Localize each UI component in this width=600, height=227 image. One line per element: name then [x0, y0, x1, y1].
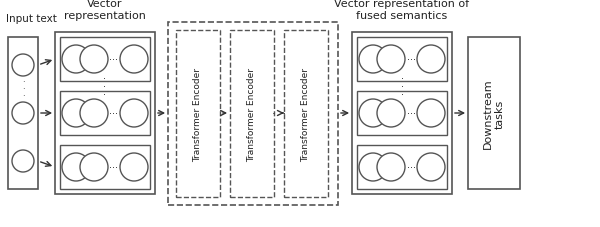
Circle shape	[120, 153, 148, 181]
Text: Transformer Encoder: Transformer Encoder	[248, 67, 257, 161]
Bar	[176, 31, 220, 197]
Text: Transformer Encoder: Transformer Encoder	[302, 67, 311, 161]
Text: ·
·
·: · · ·	[22, 78, 25, 101]
Text: ···: ···	[407, 55, 415, 65]
Circle shape	[359, 46, 387, 74]
Text: Transformer Encoder: Transformer Encoder	[193, 67, 203, 161]
Text: ·  ·: · ·	[272, 109, 286, 118]
Text: ·
·
·: · · ·	[401, 73, 404, 100]
Circle shape	[120, 46, 148, 74]
Bar	[60, 92, 150, 135]
Circle shape	[12, 150, 34, 172]
Circle shape	[62, 153, 90, 181]
Bar	[168, 23, 338, 205]
Text: Input text: Input text	[6, 14, 57, 24]
Circle shape	[62, 100, 90, 127]
Circle shape	[359, 100, 387, 127]
Text: Vector representation of
fused semantics: Vector representation of fused semantics	[334, 0, 470, 21]
Circle shape	[417, 100, 445, 127]
Bar	[357, 92, 447, 135]
Bar	[357, 38, 447, 82]
Circle shape	[417, 46, 445, 74]
Bar	[230, 31, 274, 197]
Text: Downstream
tasks: Downstream tasks	[483, 78, 505, 149]
Circle shape	[62, 46, 90, 74]
Circle shape	[377, 153, 405, 181]
Circle shape	[417, 153, 445, 181]
Circle shape	[80, 46, 108, 74]
Text: Vector
representation: Vector representation	[64, 0, 146, 21]
Circle shape	[120, 100, 148, 127]
Text: ···: ···	[110, 55, 119, 65]
Bar	[352, 33, 452, 194]
Circle shape	[80, 153, 108, 181]
Circle shape	[12, 103, 34, 124]
Circle shape	[377, 46, 405, 74]
Circle shape	[377, 100, 405, 127]
Bar	[55, 33, 155, 194]
Bar	[468, 38, 520, 189]
Bar	[60, 145, 150, 189]
Text: ···: ···	[407, 109, 415, 118]
Text: ···: ···	[110, 109, 119, 118]
Bar	[60, 38, 150, 82]
Bar	[357, 145, 447, 189]
Text: ·
·
·: · · ·	[104, 73, 107, 100]
Text: ···: ···	[407, 162, 415, 172]
Text: ···: ···	[110, 162, 119, 172]
Bar	[8, 38, 38, 189]
Circle shape	[80, 100, 108, 127]
Circle shape	[12, 55, 34, 77]
Circle shape	[359, 153, 387, 181]
Bar	[284, 31, 328, 197]
